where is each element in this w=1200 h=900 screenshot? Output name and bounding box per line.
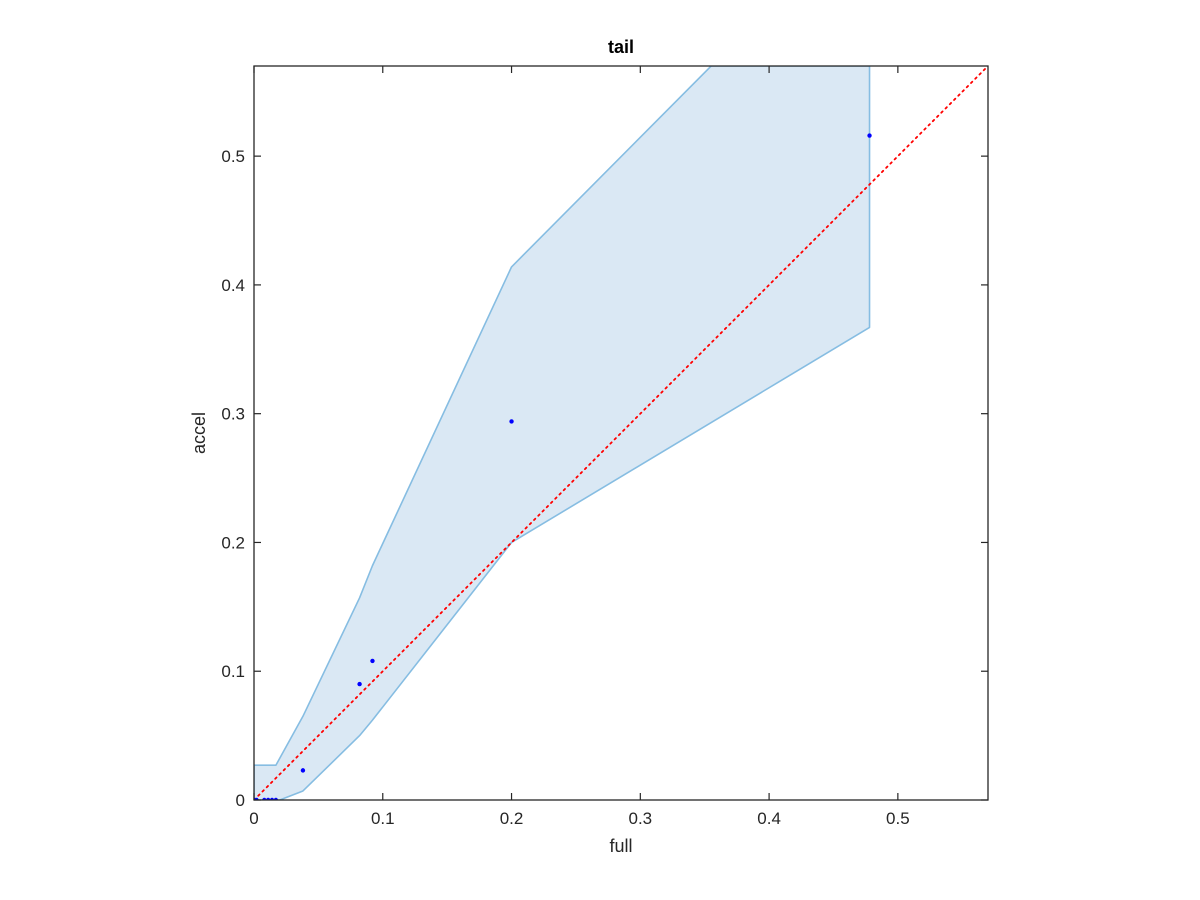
- y-tick-label: 0.1: [221, 662, 245, 681]
- y-tick-label: 0.4: [221, 276, 245, 295]
- plot-area: [254, 66, 988, 800]
- x-tick-label: 0.2: [500, 809, 524, 828]
- x-tick-label: 0.4: [757, 809, 781, 828]
- x-tick-label: 0.1: [371, 809, 395, 828]
- x-tick-label: 0: [249, 809, 258, 828]
- reference-diagonal: [254, 66, 988, 800]
- x-tick-label: 0.5: [886, 809, 910, 828]
- x-axis-label: full: [609, 836, 632, 856]
- data-point: [300, 768, 306, 773]
- axis-ticks: 0 0.1 0.2 0.3 0.4 0.5 0 0.1 0.2 0.3 0.4 0.5: [221, 66, 988, 828]
- x-tick-label: 0.3: [628, 809, 652, 828]
- y-tick-label: 0.3: [221, 405, 245, 424]
- data-point: [509, 419, 514, 424]
- axes-frame: [253, 65, 989, 801]
- y-tick-label: 0: [236, 791, 245, 810]
- y-tick-label: 0.2: [221, 533, 245, 552]
- y-axis-label: accel: [189, 412, 209, 454]
- data-point: [357, 681, 362, 687]
- data-point: [867, 133, 872, 138]
- chart-title: tail: [608, 37, 634, 57]
- y-tick-label: 0.5: [221, 147, 245, 166]
- data-point: [370, 658, 375, 664]
- confidence-band: [254, 66, 871, 800]
